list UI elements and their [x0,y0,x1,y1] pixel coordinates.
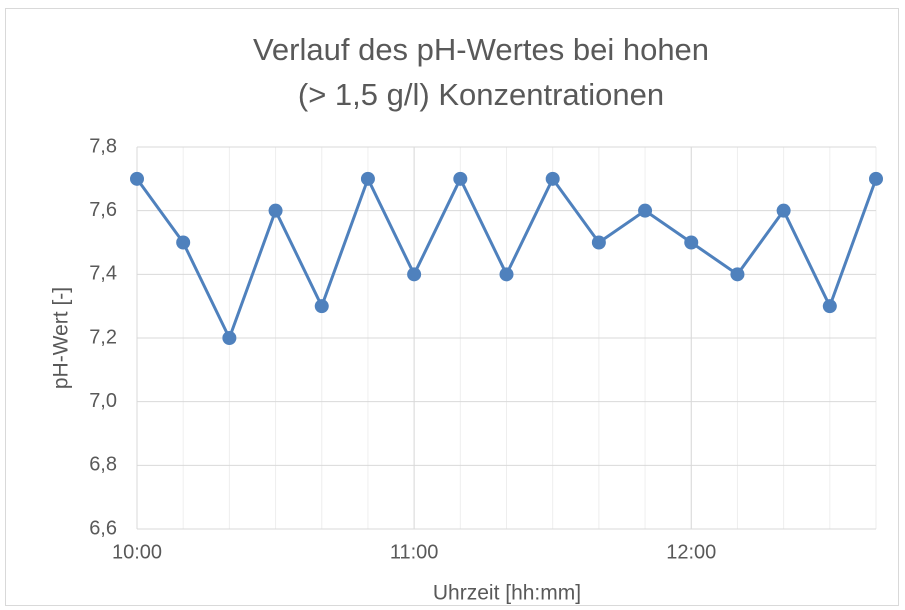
data-point [869,171,883,186]
y-tick-label: 7,4 [89,263,117,285]
data-point [822,299,837,314]
y-tick-label: 6,6 [89,517,117,539]
chart-title: (> 1,5 g/l) Konzentrationen [298,77,664,112]
x-tick-label: 12:00 [666,541,716,563]
y-tick-label: 6,8 [89,454,117,476]
data-point [360,171,375,186]
x-tick-label: 11:00 [390,541,439,563]
data-point [499,267,514,282]
y-axis-title: pH-Wert [-] [50,287,73,389]
y-tick-label: 7,6 [89,199,117,221]
data-point [545,171,560,186]
data-point [730,267,745,282]
data-point [130,171,144,186]
y-tick-label: 7,0 [89,390,117,412]
chart-border [5,8,899,606]
data-point [684,235,699,250]
data-point [591,235,606,250]
data-point [638,203,653,218]
data-point [268,203,283,218]
y-tick-label: 7,2 [89,326,117,348]
x-tick-label: 10:00 [112,541,162,563]
data-point [453,171,468,186]
data-point [176,235,191,250]
data-point [314,299,329,314]
y-tick-label: 7,8 [89,135,117,157]
chart-title: Verlauf des pH-Wertes bei hohen [253,32,709,67]
data-point [407,267,422,282]
x-axis-title: Uhrzeit [hh:mm] [433,582,581,605]
data-point [776,203,791,218]
data-point [222,331,237,345]
